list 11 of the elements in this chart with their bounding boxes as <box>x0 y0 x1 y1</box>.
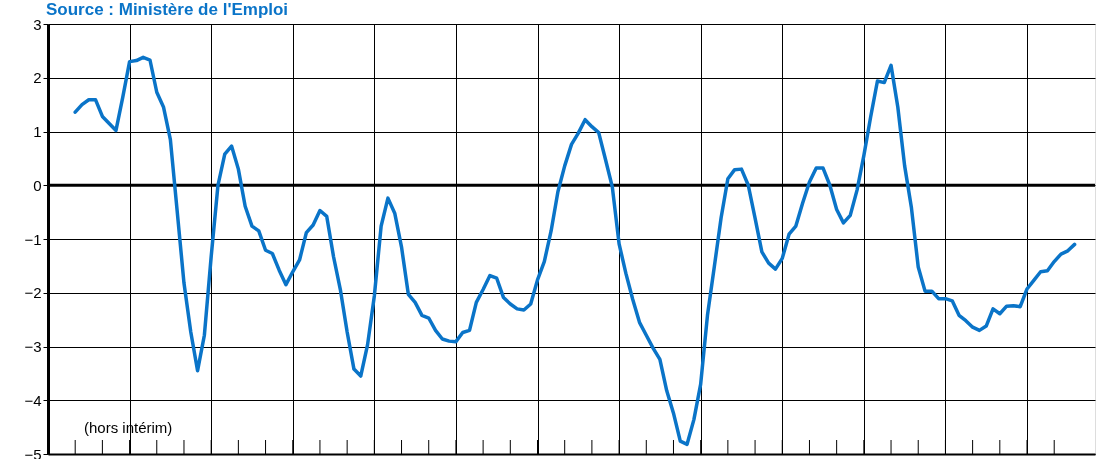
y-tick-label: 2 <box>33 69 42 87</box>
y-tick-label: 3 <box>33 15 42 33</box>
y-tick-label: −1 <box>24 230 42 248</box>
y-tick-label: 0 <box>33 176 42 194</box>
y-tick-label: 1 <box>33 123 42 140</box>
y-tick-label: −5 <box>24 445 42 459</box>
y-tick-label: −4 <box>24 391 42 409</box>
source-note: Source : Ministère de l'Emploi <box>46 0 289 19</box>
y-tick-label: −3 <box>24 338 42 355</box>
y-tick-label: −2 <box>24 284 42 302</box>
line-series <box>73 55 1077 447</box>
